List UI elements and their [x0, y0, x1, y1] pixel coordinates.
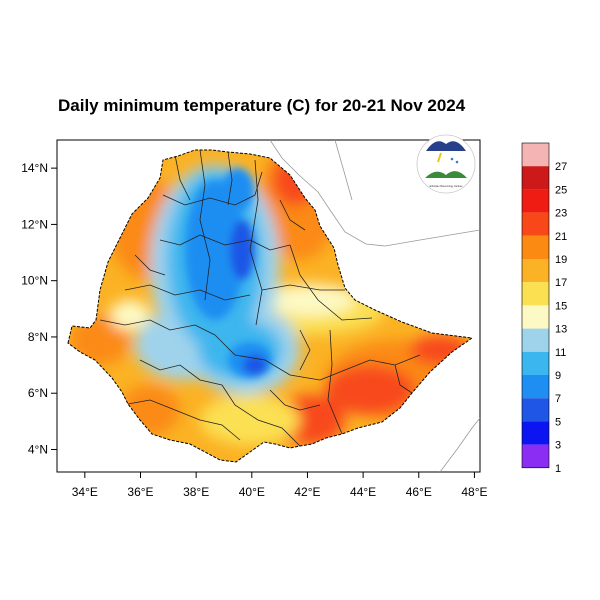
colorbar-label: 7 [555, 393, 561, 405]
logo-caption: Ethiopian Meteorology Institute [430, 185, 463, 188]
colorbar-label: 1 [555, 463, 561, 475]
colorbar-label: 25 [555, 184, 567, 196]
x-tick-label: 40°E [239, 485, 265, 499]
agency-logo: Ethiopian Meteorology Institute [416, 134, 476, 194]
page-title: Daily minimum temperature (C) for 20-21 … [58, 96, 466, 115]
x-tick-label: 42°E [294, 485, 320, 499]
colorbar-outline [521, 142, 550, 469]
y-tick-label: 12°N [21, 217, 48, 231]
colorbar-swatch [522, 282, 549, 306]
colorbar-swatch [522, 189, 549, 213]
colorbar-swatch [522, 328, 549, 352]
x-axis: 34°E 36°E 38°E 40°E 42°E 44°E 46°E 48°E [72, 472, 488, 499]
y-tick-label: 8°N [28, 330, 48, 344]
colorbar: 27 25 23 21 19 17 15 13 11 9 7 5 3 1 [521, 142, 567, 475]
x-tick-label: 38°E [183, 485, 209, 499]
region-boundaries [99, 150, 421, 447]
colorbar-swatch [522, 398, 549, 422]
x-tick-label: 34°E [72, 485, 98, 499]
cloud-icon [426, 141, 466, 151]
colorbar-swatch [522, 351, 549, 375]
colorbar-label: 23 [555, 208, 567, 220]
colorbar-swatch [522, 143, 549, 167]
colorbar-label: 17 [555, 277, 567, 289]
colorbar-swatch [522, 235, 549, 259]
x-tick-label: 44°E [350, 485, 376, 499]
x-tick-label: 36°E [127, 485, 153, 499]
neighbor-coastlines [269, 139, 481, 473]
y-tick-label: 14°N [21, 161, 48, 175]
colorbar-swatch [522, 444, 549, 468]
colorbar-swatch [522, 259, 549, 283]
colorbar-label: 9 [555, 370, 561, 382]
colorbar-label: 19 [555, 254, 567, 266]
colorbar-swatch [522, 421, 549, 445]
colorbar-label: 11 [555, 347, 566, 359]
y-tick-label: 4°N [28, 442, 48, 456]
colorbar-label: 15 [555, 300, 567, 312]
colorbar-label: 13 [555, 324, 567, 336]
colorbar-swatch [522, 166, 549, 190]
x-tick-label: 48°E [461, 485, 487, 499]
colorbar-label: 3 [555, 440, 561, 452]
colorbar-swatch [522, 305, 549, 329]
x-tick-label: 46°E [406, 485, 432, 499]
lightning-icon [437, 152, 442, 163]
colorbar-swatch [522, 375, 549, 399]
colorbar-label: 27 [555, 161, 567, 173]
colorbar-swatch [522, 212, 549, 236]
colorbar-label: 21 [555, 231, 567, 243]
country-outline [67, 149, 474, 463]
landscape-icon [425, 171, 467, 178]
y-tick-label: 10°N [21, 274, 48, 288]
colorbar-label: 5 [555, 416, 561, 428]
y-axis: 4°N 6°N 8°N 10°N 12°N 14°N [21, 161, 57, 456]
y-tick-label: 6°N [28, 386, 48, 400]
